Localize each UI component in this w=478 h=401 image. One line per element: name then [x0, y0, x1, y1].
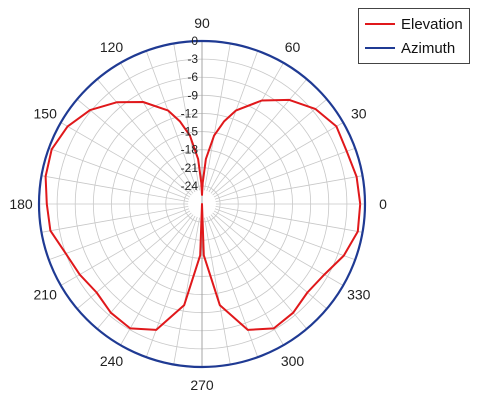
- legend-swatch-azimuth: [365, 47, 395, 49]
- grid-spoke: [210, 214, 308, 330]
- axis-labels: 0 -3 -6 -9 -12 -15 -18 -21 -24 0 30 60 90 120 150 180 21…: [9, 15, 387, 393]
- grid-spoke: [204, 217, 231, 365]
- grid-spoke: [96, 214, 194, 330]
- radial-tick-label: -12: [181, 106, 199, 120]
- legend-label-azimuth: Azimuth: [401, 39, 456, 57]
- legend-item-azimuth: Azimuth: [365, 37, 455, 59]
- grid-spoke: [210, 78, 308, 194]
- grid-spoke: [60, 210, 191, 286]
- grid-spoke: [208, 62, 284, 193]
- radial-tick-label: -21: [181, 161, 199, 175]
- grid-spoke: [215, 175, 363, 202]
- radial-tick-label: -24: [181, 179, 199, 193]
- legend-label-elevation: Elevation: [401, 15, 463, 33]
- radial-tick-label: -15: [181, 125, 199, 139]
- grid-spoke: [204, 43, 231, 191]
- grid-spoke: [214, 147, 356, 200]
- angle-tick-label: 0: [379, 196, 387, 212]
- grid-spoke: [76, 98, 192, 196]
- angle-tick-label: 120: [100, 39, 124, 55]
- radial-tick-label: -6: [187, 70, 198, 84]
- grid-spoke: [213, 122, 344, 198]
- angle-tick-label: 60: [285, 39, 301, 55]
- grid-spoke: [76, 212, 192, 310]
- angle-tick-label: 270: [190, 377, 214, 393]
- grid-spoke: [120, 215, 196, 346]
- radial-tick-label: -9: [187, 88, 198, 102]
- grid-spoke: [212, 212, 328, 310]
- angle-tick-label: 330: [347, 287, 371, 303]
- series-elevation-line: [44, 98, 362, 331]
- series-azimuth-line: [37, 39, 367, 369]
- radial-tick-label: -18: [181, 143, 199, 157]
- polar-grid: [39, 41, 365, 367]
- grid-spoke: [208, 215, 284, 346]
- grid-spoke: [206, 216, 259, 358]
- grid-spoke: [173, 43, 200, 191]
- radial-tick-label: -3: [187, 52, 198, 66]
- grid-spoke: [41, 206, 189, 233]
- angle-tick-label: 90: [194, 15, 210, 31]
- grid-spoke: [145, 216, 198, 358]
- grid-spoke: [41, 175, 189, 202]
- angle-tick-label: 240: [100, 353, 124, 369]
- grid-spoke: [48, 147, 190, 200]
- grid-spoke: [212, 98, 328, 196]
- series-layer: [37, 39, 367, 369]
- angle-tick-label: 150: [34, 106, 58, 122]
- legend: Elevation Azimuth: [358, 8, 470, 64]
- angle-tick-label: 300: [281, 353, 305, 369]
- grid-spoke: [214, 208, 356, 261]
- grid-spoke: [96, 78, 194, 194]
- legend-swatch-elevation: [365, 23, 395, 25]
- legend-item-elevation: Elevation: [365, 13, 463, 35]
- grid-spoke: [206, 50, 259, 192]
- grid-spoke: [213, 210, 344, 286]
- angle-tick-label: 30: [351, 106, 367, 122]
- grid-spoke: [60, 122, 191, 198]
- grid-spoke: [173, 217, 200, 365]
- angle-tick-label: 180: [9, 196, 33, 212]
- grid-spoke: [145, 50, 198, 192]
- grid-spoke: [120, 62, 196, 193]
- grid-spoke: [48, 208, 190, 261]
- radial-tick-label: 0: [191, 34, 198, 48]
- grid-spoke: [215, 206, 363, 233]
- angle-tick-label: 210: [34, 287, 58, 303]
